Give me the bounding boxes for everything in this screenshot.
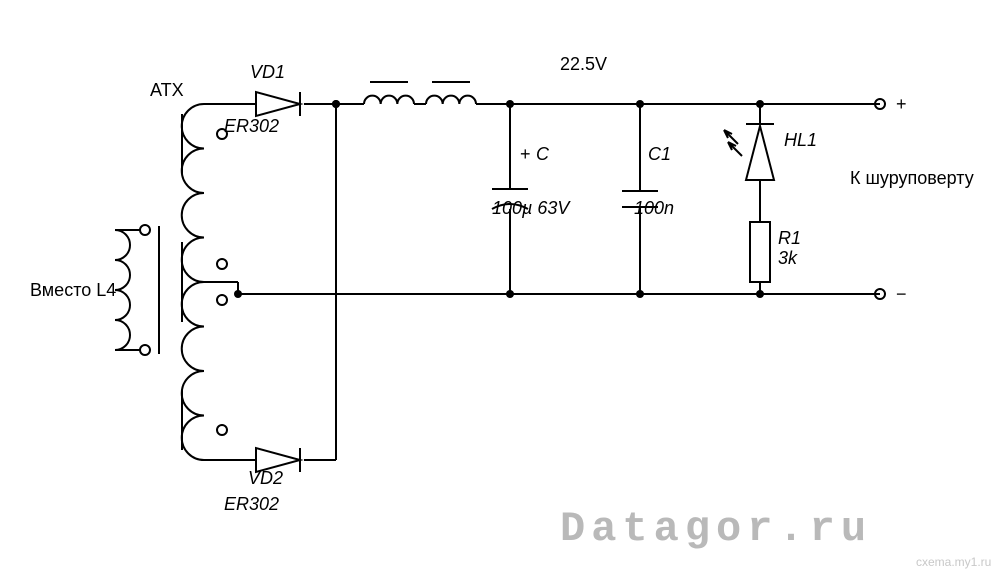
svg-text:100µ 63V: 100µ 63V xyxy=(492,198,571,218)
svg-text:+: + xyxy=(896,94,907,114)
svg-text:100n: 100n xyxy=(634,198,674,218)
svg-text:HL1: HL1 xyxy=(784,130,817,150)
svg-text:VD1: VD1 xyxy=(250,62,285,82)
svg-text:cxema.my1.ru: cxema.my1.ru xyxy=(916,555,991,569)
svg-text:Datagor.ru: Datagor.ru xyxy=(560,505,872,553)
svg-text:VD2: VD2 xyxy=(248,468,283,488)
svg-text:К шуруповерту: К шуруповерту xyxy=(850,168,974,188)
svg-text:Вместо L4: Вместо L4 xyxy=(30,280,116,300)
svg-text:+: + xyxy=(520,144,531,164)
svg-text:ATX: ATX xyxy=(150,80,184,100)
svg-text:22.5V: 22.5V xyxy=(560,54,607,74)
svg-text:C: C xyxy=(536,144,550,164)
svg-text:3k: 3k xyxy=(778,248,798,268)
svg-text:ER302: ER302 xyxy=(224,494,279,514)
svg-text:R1: R1 xyxy=(778,228,801,248)
svg-text:ER302: ER302 xyxy=(224,116,279,136)
svg-text:−: − xyxy=(896,284,907,304)
svg-text:C1: C1 xyxy=(648,144,671,164)
